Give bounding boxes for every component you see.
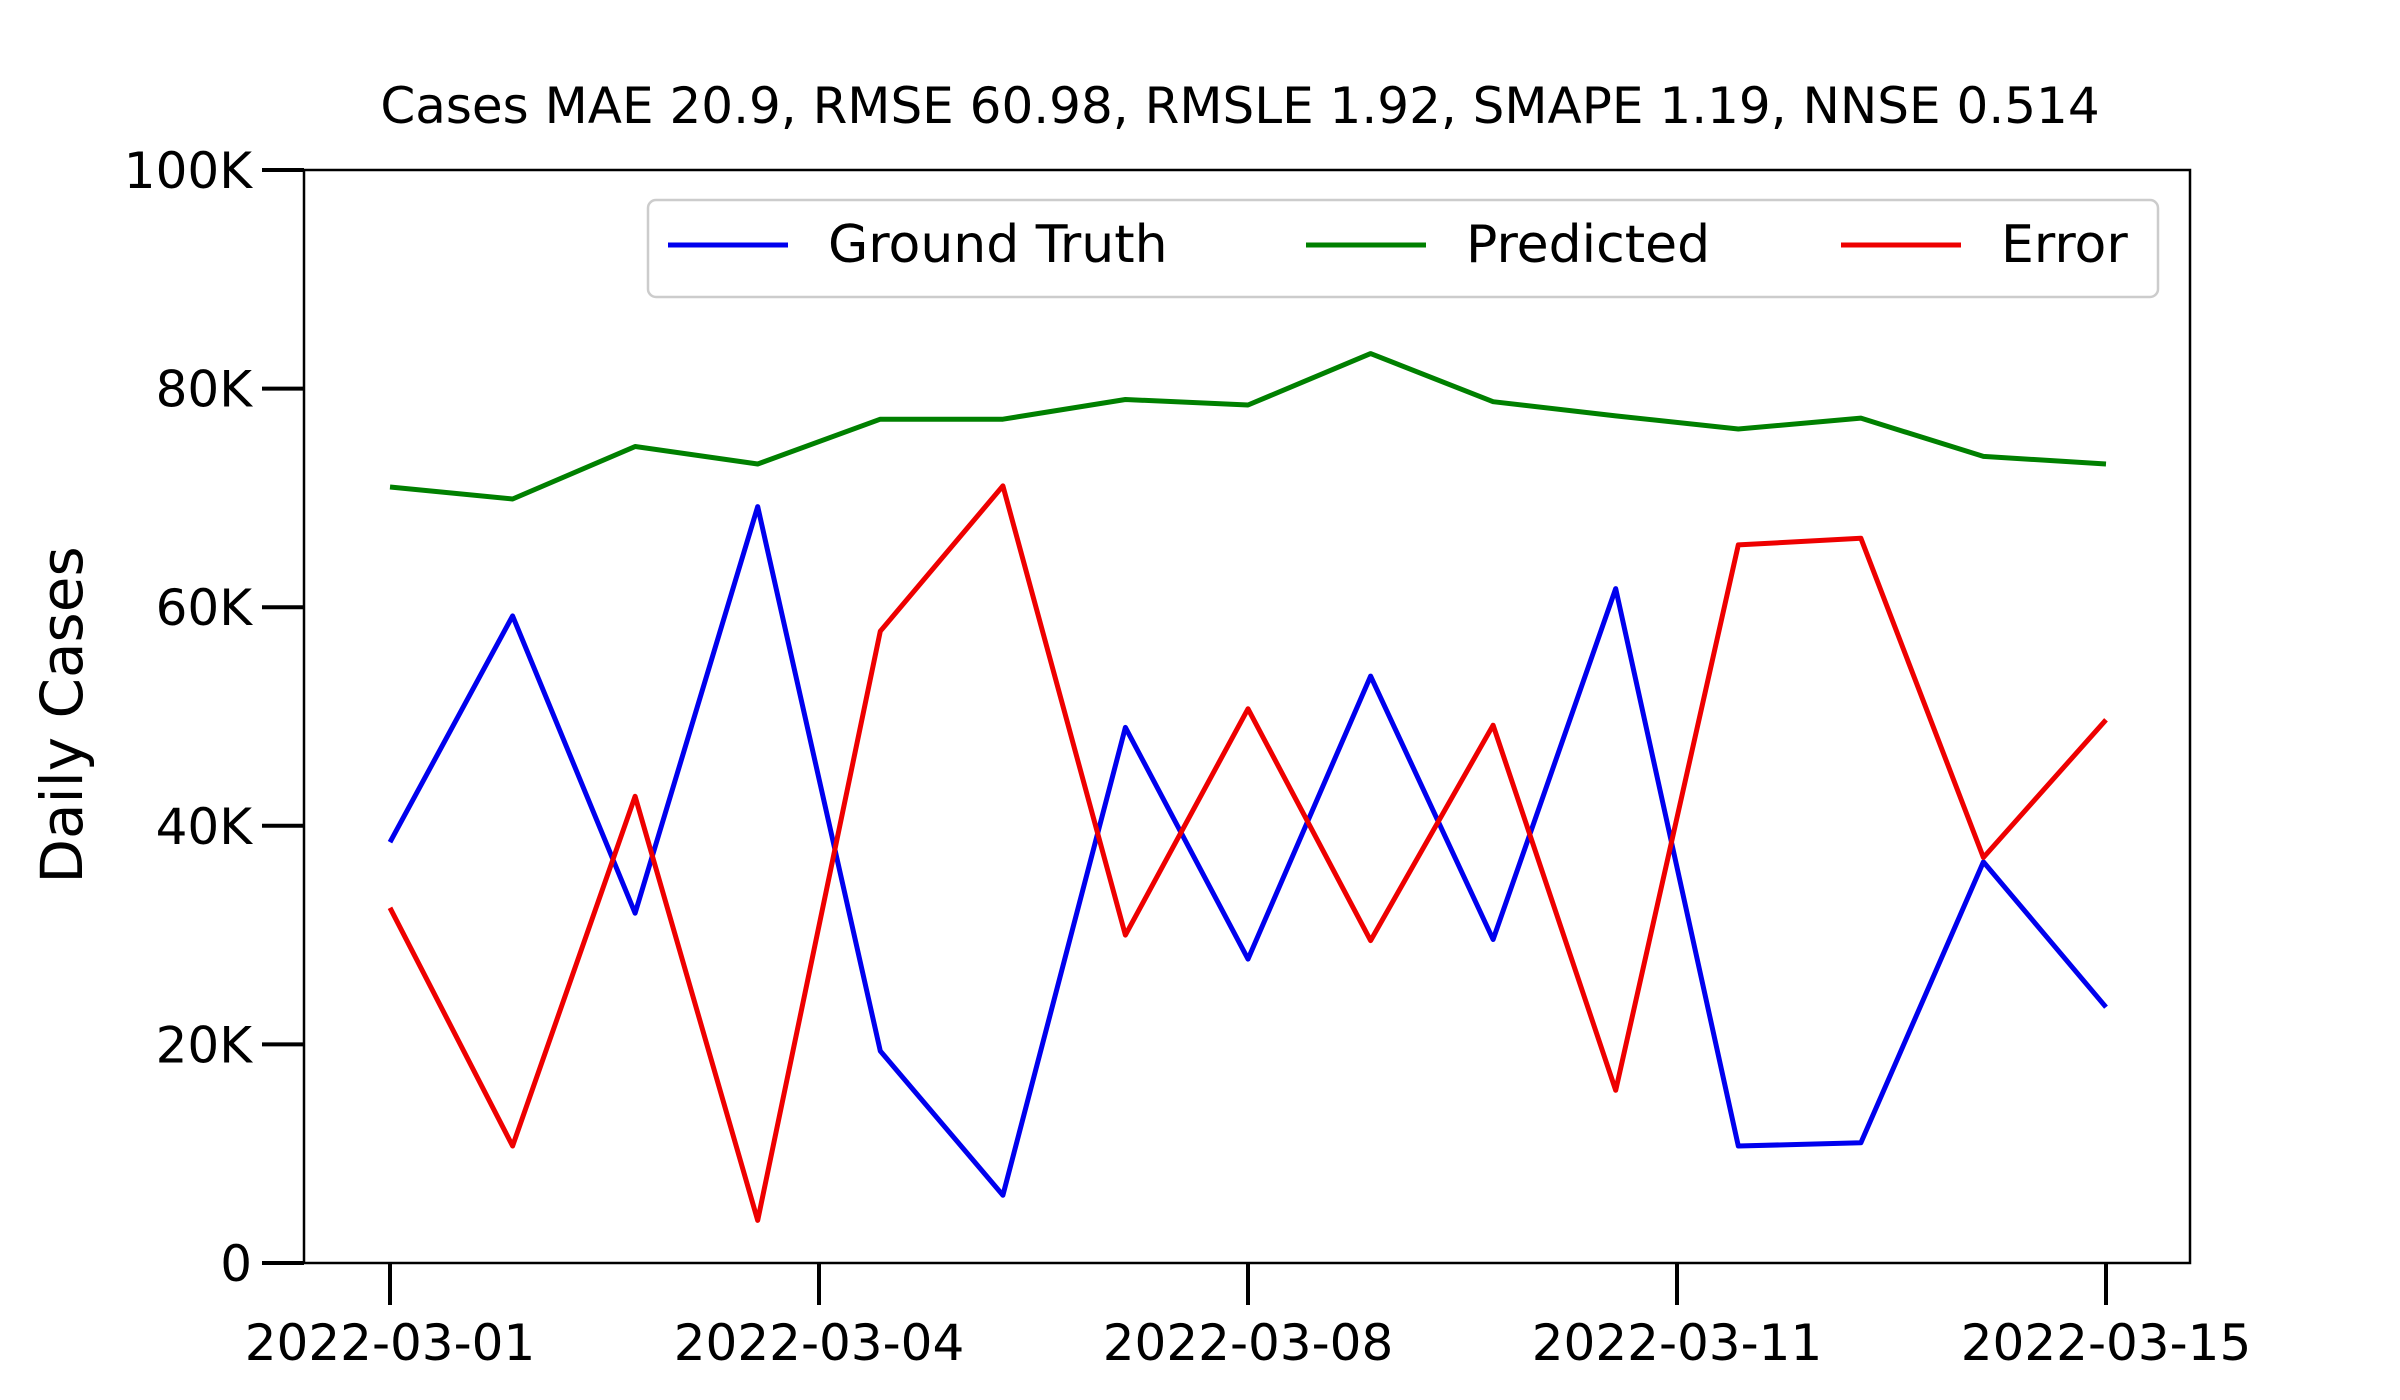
y-tick-label: 60K (156, 579, 254, 637)
y-axis: 0 20K 40K 60K 80K 100K (124, 142, 304, 1293)
plot-area (302, 168, 2192, 1265)
x-axis: 2022-03-01 2022-03-04 2022-03-08 2022-03-11… (245, 1263, 2252, 1372)
legend-box (646, 198, 2160, 299)
y-tick-label: 40K (156, 798, 254, 856)
legend-label-ground-truth: Ground Truth (828, 215, 1168, 275)
legend-label-error: Error (2001, 215, 2128, 275)
legend: Ground Truth Predicted Error (646, 198, 2160, 299)
x-tick-label: 2022-03-08 (1103, 1314, 1394, 1372)
y-axis-label: Daily Cases (28, 546, 96, 883)
y-tick-label: 20K (156, 1016, 254, 1074)
chart-title: Cases MAE 20.9, RMSE 60.98, RMSLE 1.92, … (380, 77, 2099, 135)
x-tick-label: 2022-03-15 (1961, 1314, 2252, 1372)
series-line-error (387, 483, 2108, 1223)
y-tick-label: 0 (220, 1235, 252, 1293)
legend-label-predicted: Predicted (1466, 215, 1710, 275)
series-lines (387, 351, 2108, 1223)
x-tick-label: 2022-03-04 (674, 1314, 965, 1372)
series-line-ground-truth (387, 504, 2108, 1198)
y-tick-label: 100K (124, 142, 253, 200)
series-line-predicted (389, 351, 2107, 502)
x-tick-label: 2022-03-11 (1532, 1314, 1823, 1372)
y-tick-label: 80K (156, 361, 254, 419)
x-tick-label: 2022-03-01 (245, 1314, 536, 1372)
